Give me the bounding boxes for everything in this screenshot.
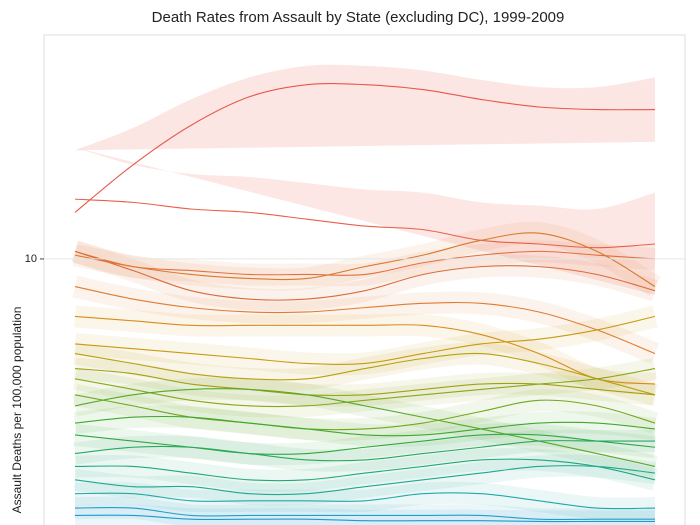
- series-line: [74, 367, 656, 397]
- plot-frame: [43, 34, 686, 525]
- plot-area: [71, 64, 661, 525]
- series-line: [74, 465, 656, 496]
- series-line: [74, 506, 655, 521]
- series-line: [74, 198, 656, 249]
- chart-title: Death Rates from Assault by State (exclu…: [152, 9, 565, 26]
- series-line: [74, 286, 656, 355]
- series-line: [74, 433, 656, 455]
- series-line: [74, 492, 656, 510]
- series-line: [74, 458, 656, 482]
- y-axis-label: Assault Deaths per 100,000 population: [10, 307, 24, 514]
- series-line: [74, 352, 656, 396]
- series-line: [74, 415, 656, 437]
- confidence-band: [75, 147, 655, 295]
- confidence-band: [75, 64, 655, 151]
- series-line: [74, 315, 656, 385]
- series-line: [74, 315, 656, 365]
- series-line: [74, 232, 656, 288]
- series-line: [74, 394, 656, 431]
- series-line: [74, 514, 655, 523]
- series-line: [74, 388, 656, 467]
- series-line: [74, 83, 656, 213]
- series-line: [74, 367, 656, 408]
- y-tick-label: 10: [25, 253, 37, 265]
- series-line: [74, 250, 656, 276]
- series-line: [74, 250, 656, 301]
- series-line: [74, 440, 655, 462]
